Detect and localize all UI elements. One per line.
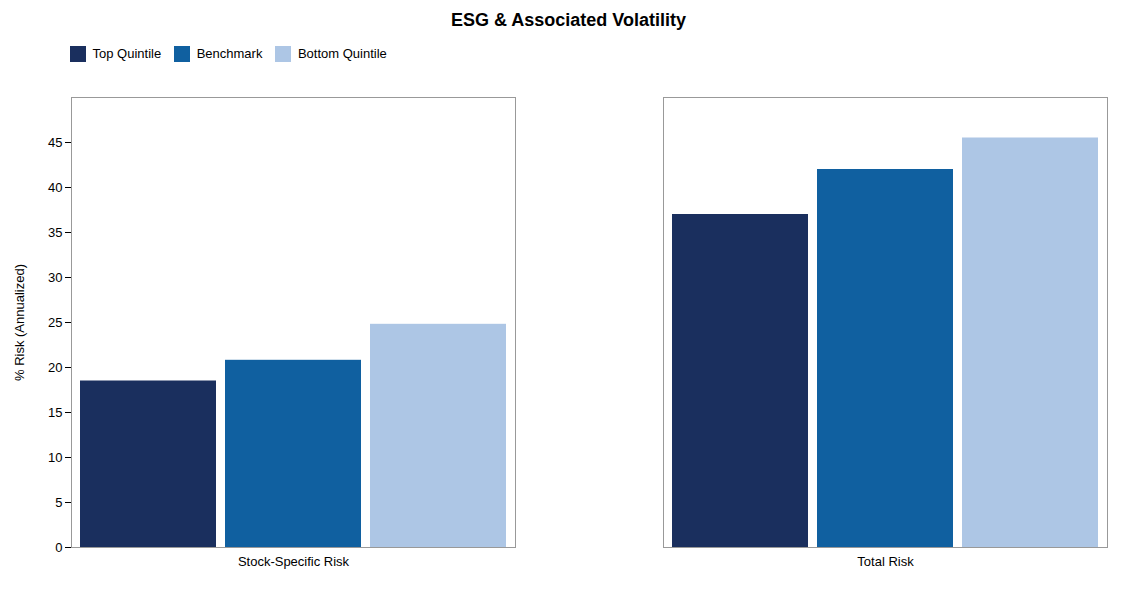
svg-text:0: 0 [55,539,62,554]
svg-text:35: 35 [48,224,62,239]
svg-text:25: 25 [48,314,62,329]
html-text:Bottom Quintile: Bottom Quintile [297,46,387,61]
svg-text:% Risk (Annualized): % Risk (Annualized) [12,263,27,380]
svg-text:15: 15 [48,404,62,419]
html-text:Top Quintile: Top Quintile [92,46,162,61]
svg-text:10: 10 [48,449,62,464]
svg-text:40: 40 [48,179,62,194]
html-text:Benchmark: Benchmark [196,46,263,61]
svg-text:45: 45 [48,134,62,149]
svg-text:Total Risk: Total Risk [857,553,914,568]
svg-text:5: 5 [55,494,62,509]
html-text:ESG & Associated Volatility: ESG & Associated Volatility [451,10,686,30]
svg-text:30: 30 [48,269,62,284]
svg-text:Stock-Specific Risk: Stock-Specific Risk [238,553,350,568]
svg-text:20: 20 [48,359,62,374]
